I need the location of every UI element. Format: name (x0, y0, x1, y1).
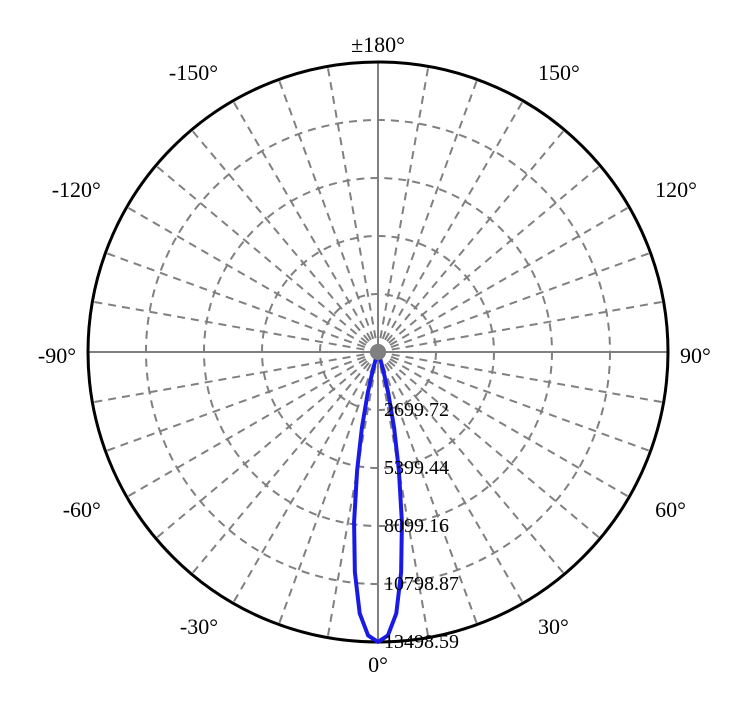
radial-label: 2699.72 (384, 399, 449, 421)
grid-spoke (105, 352, 378, 451)
radial-label: 10798.87 (384, 573, 459, 595)
angle-label: 90° (680, 343, 711, 368)
angle-label: 30° (538, 614, 569, 639)
angle-label: -120° (52, 177, 101, 202)
angle-label: -60° (63, 497, 101, 522)
angle-label: 150° (538, 60, 580, 85)
angle-label: -90° (38, 343, 76, 368)
angle-label: 120° (655, 177, 697, 202)
polar-svg: 0° 30° 60° 90° 120° 150° ±180° -150° -120° -90° -6… (0, 0, 755, 701)
angle-label: ±180° (351, 32, 405, 57)
angle-label: 60° (655, 497, 686, 522)
grid-spoke (279, 79, 378, 352)
center-dot (370, 344, 386, 360)
radial-label: 13498.59 (384, 631, 459, 653)
radial-label: 5399.44 (384, 457, 449, 479)
angle-label: -30° (180, 614, 218, 639)
angle-label: -150° (169, 60, 218, 85)
angle-label: 0° (368, 652, 388, 677)
polar-chart: 0° 30° 60° 90° 120° 150° ±180° -150° -120° -90° -6… (0, 0, 755, 701)
radial-label: 8099.16 (384, 515, 449, 537)
